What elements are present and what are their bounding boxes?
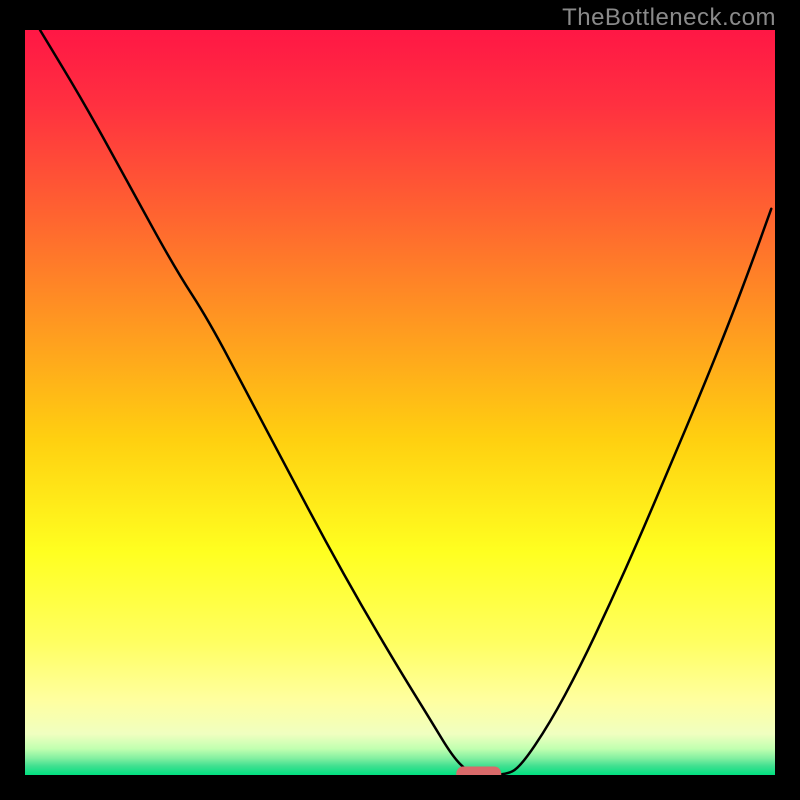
- chart-frame: TheBottleneck.com: [0, 0, 800, 800]
- watermark-label: TheBottleneck.com: [562, 4, 776, 32]
- balance-point-marker: [456, 767, 501, 775]
- bottleneck-curve-plot: [25, 30, 775, 775]
- gradient-background: [25, 30, 775, 775]
